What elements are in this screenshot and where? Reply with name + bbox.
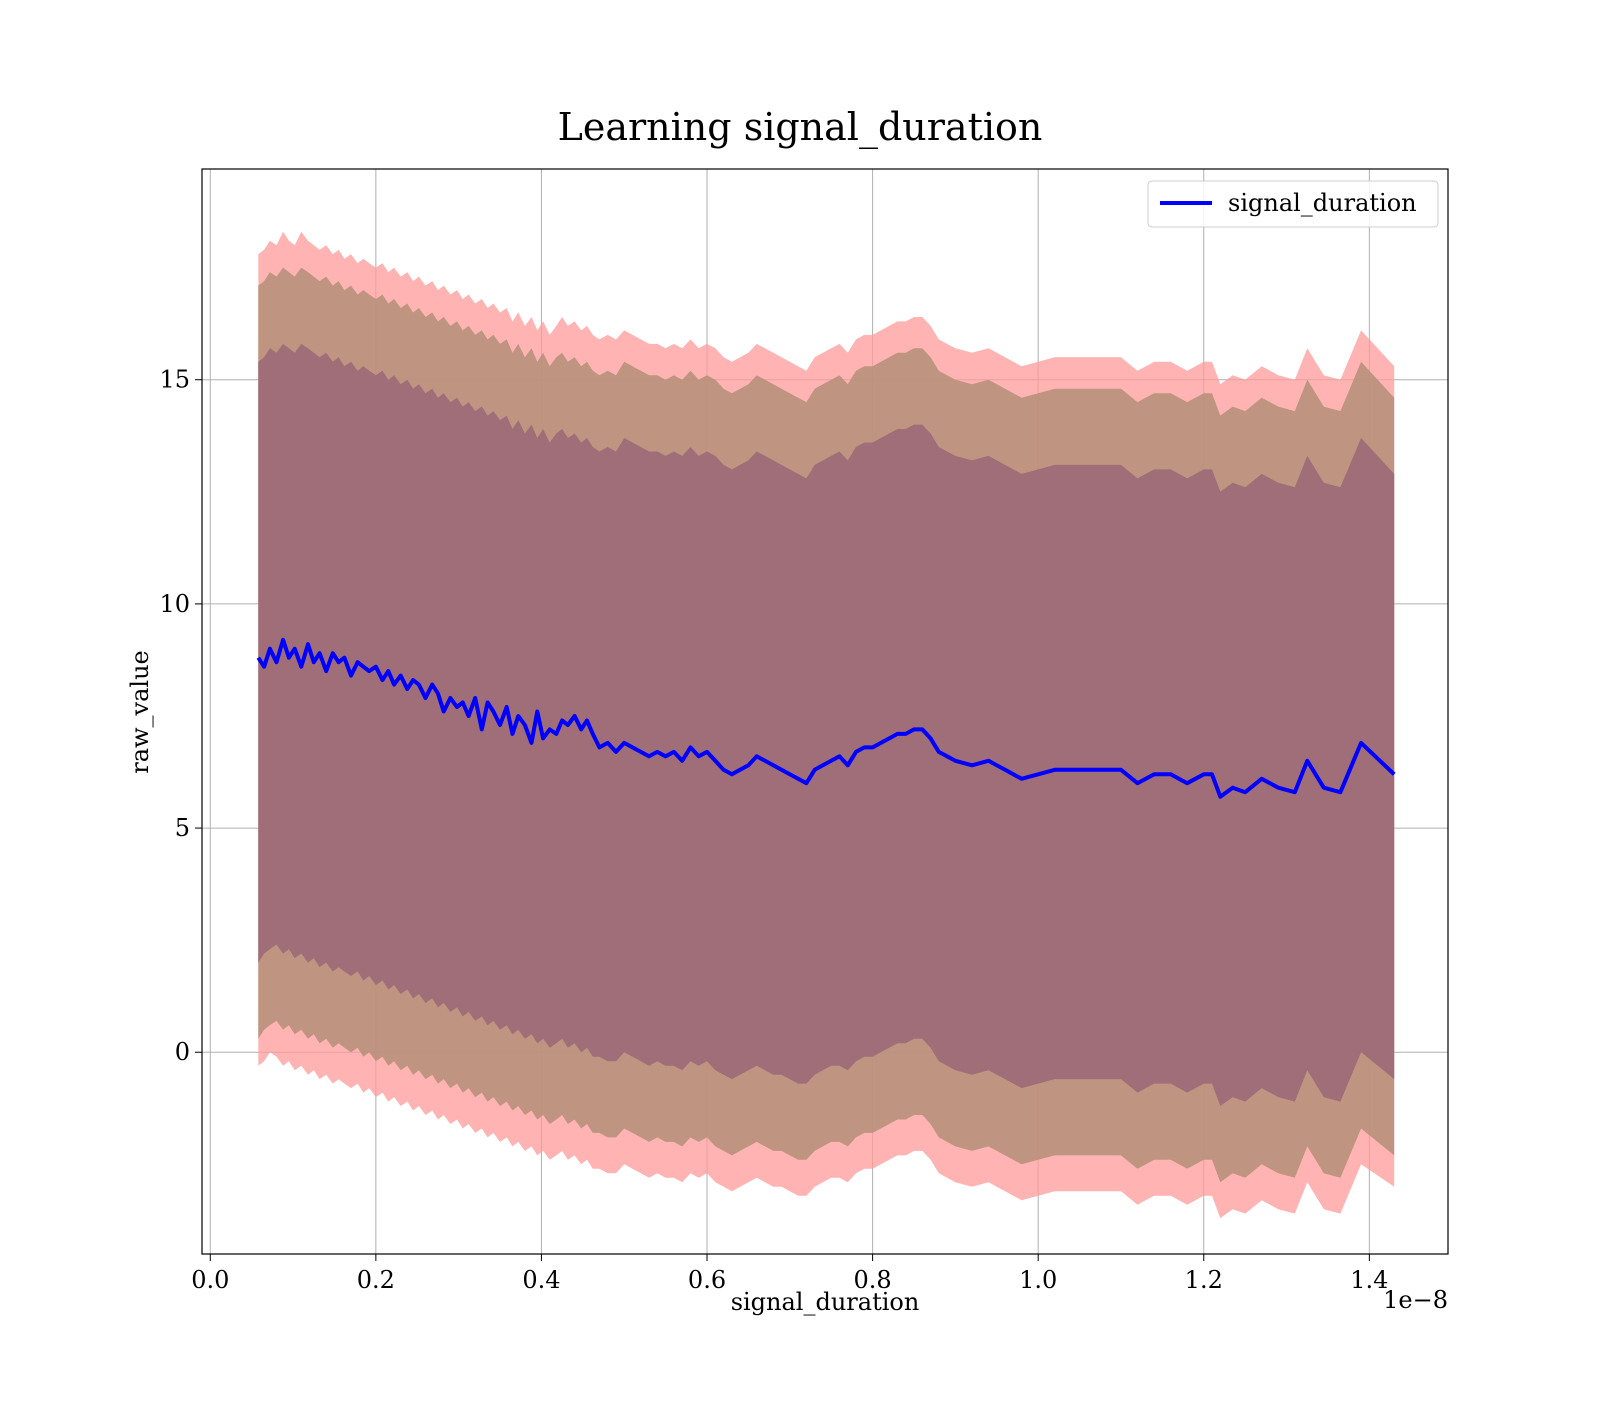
y-tick-label-3: 15 [159, 366, 190, 394]
y-axis: 0 5 10 15 [159, 366, 202, 1066]
line-layer [256, 637, 1396, 799]
x-tick-label-5: 1.0 [1019, 1266, 1057, 1294]
x-tick-label-0: 0.0 [191, 1266, 229, 1294]
x-tick-label-2: 0.4 [522, 1266, 560, 1294]
series-line-signal-duration [256, 637, 1396, 799]
x-tick-label-4: 0.8 [854, 1266, 892, 1294]
legend-label: signal_duration [1228, 189, 1417, 217]
x-axis: 0.0 0.2 0.4 0.6 0.8 1.0 1.2 1.4 [191, 1254, 1388, 1294]
x-offset-label: 1e−8 [1383, 1286, 1448, 1314]
y-tick-label-1: 5 [175, 814, 190, 842]
y-tick-label-0: 0 [175, 1038, 190, 1066]
legend-box [1147, 180, 1439, 228]
x-tick-label-6: 1.2 [1185, 1266, 1223, 1294]
y-tick-label-2: 10 [159, 590, 190, 618]
inner-band [258, 343, 1395, 1106]
band-layer [258, 231, 1395, 1219]
legend: signal_duration [1147, 180, 1439, 228]
chart-title: Learning signal_duration [558, 105, 1043, 150]
x-axis-label: signal_duration [731, 1288, 920, 1316]
x-tick-label-7: 1.4 [1350, 1266, 1388, 1294]
plot-frame [201, 168, 1449, 1255]
x-tick-label-3: 0.6 [688, 1266, 726, 1294]
x-tick-label-1: 0.2 [357, 1266, 395, 1294]
y-axis-label: raw_value [126, 650, 154, 774]
